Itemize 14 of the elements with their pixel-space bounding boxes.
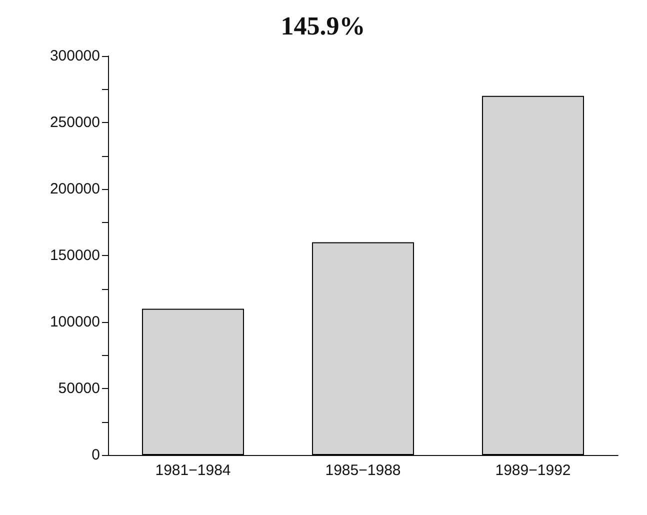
y-tick-label: 50000 [58, 380, 100, 397]
y-tick-label: 250000 [50, 114, 100, 131]
y-tick-label: 100000 [50, 314, 100, 330]
bar [312, 242, 414, 455]
y-tick-label: 0 [92, 446, 100, 464]
x-tick-label: 1985−1988 [325, 462, 401, 479]
chart-title: 145.9% [280, 12, 366, 40]
x-tick-label: 1981−1984 [155, 462, 231, 479]
y-tick-label: 150000 [50, 247, 100, 264]
x-tick-label: 1989−1992 [495, 462, 571, 479]
bar [482, 96, 584, 455]
bar [142, 308, 244, 455]
y-tick-label: 300000 [50, 48, 100, 64]
y-tick-label: 200000 [50, 180, 100, 198]
